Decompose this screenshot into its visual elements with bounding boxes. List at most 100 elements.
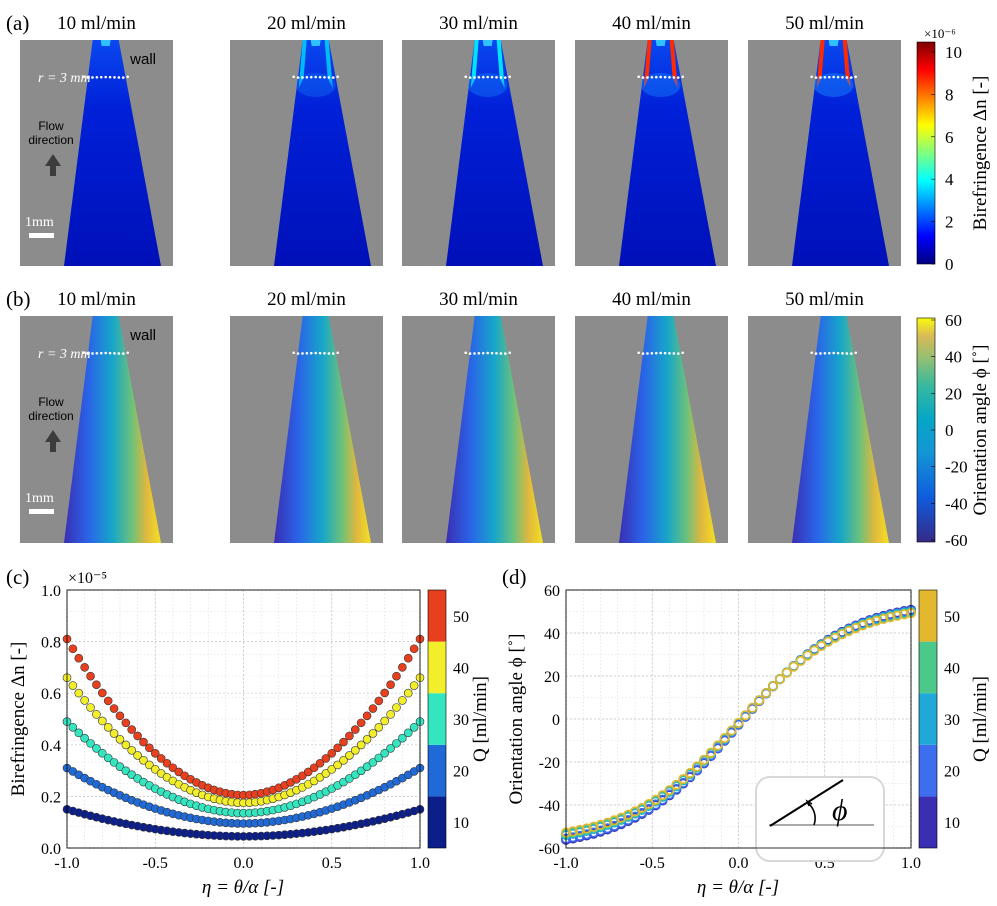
data-point-q50 xyxy=(650,794,661,805)
y-tick-label: 0 xyxy=(552,712,560,729)
data-point-q50 xyxy=(802,650,813,661)
x-tick-label: 0.0 xyxy=(729,855,749,872)
data-point-q50 xyxy=(692,761,703,772)
image-a-4: 40 ml/min xyxy=(575,13,728,266)
colorbar-tick: 0 xyxy=(945,255,954,274)
x-tick-label: 0.0 xyxy=(234,855,254,872)
colorbar-tick: 10 xyxy=(945,43,962,62)
data-point-q50 xyxy=(127,725,137,734)
panel-d-label: (d) xyxy=(502,565,527,589)
data-point-q50 xyxy=(809,645,820,656)
colorbar-c-tick: 30 xyxy=(453,712,469,729)
data-point-q50 xyxy=(885,612,896,623)
colorbar-c-tick: 10 xyxy=(453,815,469,832)
data-point-q30 xyxy=(115,762,125,771)
data-point-q40 xyxy=(127,746,137,755)
plot-c-ylabel: Birefringence Δn [-] xyxy=(8,642,29,797)
data-point-q30 xyxy=(74,728,84,738)
data-point-q40 xyxy=(109,729,119,738)
data-point-q40 xyxy=(68,681,78,690)
colorbar-a-label: Birefringence Δn [-] xyxy=(970,76,991,231)
data-point-q30 xyxy=(109,758,119,767)
data-point-q50 xyxy=(712,740,723,751)
data-point-q40 xyxy=(392,703,401,712)
data-point-q50 xyxy=(588,821,599,832)
data-point-q50 xyxy=(899,609,910,620)
colorbar-tick: 6 xyxy=(945,128,954,147)
data-point-q40 xyxy=(409,681,419,690)
data-point-q50 xyxy=(567,826,578,837)
data-point-q50 xyxy=(664,785,675,796)
flow-arrow-icon xyxy=(45,430,61,452)
data-point-q40 xyxy=(133,751,142,760)
data-point-q50 xyxy=(595,819,606,830)
data-point-q40 xyxy=(345,751,354,760)
data-point-q50 xyxy=(374,696,384,706)
data-point-q50 xyxy=(327,748,337,758)
data-point-q40 xyxy=(115,735,125,744)
flow-rate-title: 20 ml/min xyxy=(267,289,346,310)
data-point-q50 xyxy=(74,653,84,663)
colorbar-tick: -40 xyxy=(945,494,968,513)
data-point-q50 xyxy=(403,653,413,663)
data-point-q50 xyxy=(68,644,78,654)
data-point-q50 xyxy=(705,747,716,758)
wall-label: wall xyxy=(129,51,156,68)
data-point-q40 xyxy=(74,688,84,698)
scale-label: 1mm xyxy=(25,491,54,506)
data-point-q40 xyxy=(380,716,390,726)
data-point-q30 xyxy=(380,748,390,758)
panel-c-label: (c) xyxy=(6,565,29,589)
data-point-q50 xyxy=(726,725,737,736)
data-point-q30 xyxy=(362,762,372,771)
flow-rate-title: 10 ml/min xyxy=(57,289,136,310)
data-point-q40 xyxy=(145,760,154,770)
data-point-q50 xyxy=(162,758,172,768)
colorbar-c-label: Q [ml/min] xyxy=(470,676,491,762)
data-point-q50 xyxy=(321,754,331,763)
radius-label: r = 3 mm xyxy=(38,347,91,362)
flow-rate-title: 40 ml/min xyxy=(612,13,691,34)
data-point-q50 xyxy=(774,674,785,685)
plot-d-xlabel: η = θ/α [-] xyxy=(697,877,779,898)
data-point-q50 xyxy=(303,767,313,777)
data-point-q30 xyxy=(386,744,395,753)
colorbar-tick: 60 xyxy=(945,311,962,330)
y-tick-label: -60 xyxy=(539,841,560,858)
data-point-q50 xyxy=(350,725,360,734)
data-point-q50 xyxy=(733,717,744,728)
plot-d-ylabel: Orientation angle ϕ [˚] xyxy=(506,634,527,805)
data-point-q30 xyxy=(409,722,419,732)
image-b-4: 40 ml/min xyxy=(575,289,728,543)
plot-c-exponent: ×10⁻⁵ xyxy=(68,570,107,587)
x-tick-label: 0.5 xyxy=(322,855,342,872)
data-point-q40 xyxy=(333,760,342,770)
colorbar-c: 10 20 30 40 50 xyxy=(427,589,469,849)
data-point-q50 xyxy=(109,704,119,713)
data-point-q50 xyxy=(788,661,799,672)
data-point-q50 xyxy=(98,688,107,698)
data-point-q40 xyxy=(368,729,378,738)
data-point-q40 xyxy=(150,765,160,774)
colorbar-c-tick: 50 xyxy=(453,609,469,626)
data-point-q50 xyxy=(795,656,806,667)
data-point-q50 xyxy=(747,702,758,713)
colorbar-c-tick: 40 xyxy=(453,660,469,677)
data-point-q50 xyxy=(380,688,390,698)
colorbar-tick: 8 xyxy=(945,85,954,104)
data-point-q50 xyxy=(368,704,378,713)
data-point-q40 xyxy=(139,756,148,765)
data-point-q40 xyxy=(98,716,107,726)
colorbar-d: 10 20 30 40 50 xyxy=(918,589,960,849)
scale-bar xyxy=(29,509,54,514)
data-point-q30 xyxy=(103,753,113,763)
data-point-q30 xyxy=(403,728,413,738)
data-point-q40 xyxy=(356,740,366,750)
data-point-q50 xyxy=(121,718,131,728)
data-point-q50 xyxy=(80,663,89,672)
data-point-q50 xyxy=(574,824,585,835)
y-tick-label: 0.6 xyxy=(41,686,61,703)
y-tick-label: 0.2 xyxy=(41,789,61,806)
colorbar-d-tick: 40 xyxy=(944,660,960,677)
